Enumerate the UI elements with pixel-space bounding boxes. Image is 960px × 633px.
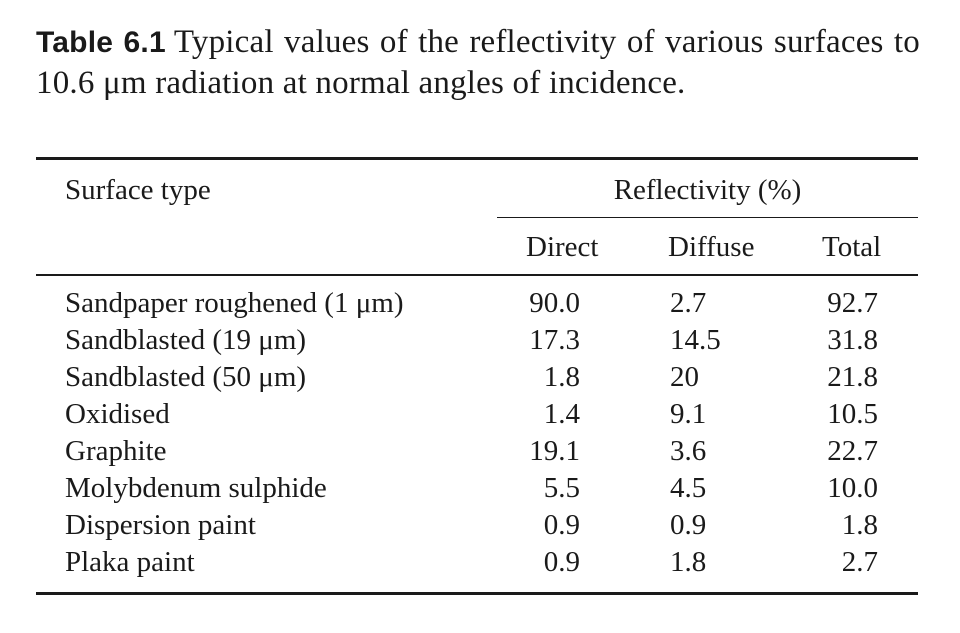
top-rule	[36, 157, 918, 160]
table-row: Dispersion paint 0.9 0.9 1.8	[0, 507, 960, 544]
cell-total: 10.5	[827, 398, 878, 430]
table-row: Oxidised 1.4 9.1 10.5	[0, 396, 960, 433]
table-row: Plaka paint 0.9 1.8 2.7	[0, 544, 960, 581]
table-row: Sandblasted (50 μm) 1.8 20 21.8	[0, 359, 960, 396]
cell-total: 21.8	[827, 361, 878, 393]
cell-diffuse: 0.9	[670, 509, 707, 541]
table-row: Sandpaper roughened (1 μm) 90.0 2.7 92.7	[0, 285, 960, 322]
cell-total: 10.0	[827, 472, 878, 504]
cell-surface: Molybdenum sulphide	[65, 472, 327, 504]
bottom-rule	[36, 592, 918, 595]
cell-diffuse: 9.1	[670, 398, 707, 430]
cell-surface: Graphite	[65, 435, 167, 467]
cell-surface: Sandpaper roughened (1 μm)	[65, 287, 404, 319]
cell-total: 22.7	[827, 435, 878, 467]
cell-direct: 1.8	[543, 361, 580, 393]
cell-total: 2.7	[841, 546, 878, 578]
cell-diffuse: 4.5	[670, 472, 707, 504]
cell-direct: 0.9	[543, 546, 580, 578]
cell-total: 1.8	[841, 509, 878, 541]
cell-direct: 17.3	[529, 324, 580, 356]
cell-direct: 0.9	[543, 509, 580, 541]
cell-surface: Sandblasted (19 μm)	[65, 324, 307, 356]
header-direct: Direct	[526, 231, 599, 263]
cell-direct: 1.4	[543, 398, 580, 430]
cell-direct: 90.0	[529, 287, 580, 319]
cell-diffuse: 3.6	[670, 435, 707, 467]
cell-surface: Dispersion paint	[65, 509, 256, 541]
cell-total: 92.7	[827, 287, 878, 319]
table-row: Graphite 19.1 3.6 22.7	[0, 433, 960, 470]
table-row: Molybdenum sulphide 5.5 4.5 10.0	[0, 470, 960, 507]
table-caption: Table 6.1 Typical values of the reflectiv…	[36, 22, 920, 104]
table-body: Sandpaper roughened (1 μm) 90.0 2.7 92.7…	[0, 285, 960, 581]
cell-surface: Plaka paint	[65, 546, 195, 578]
table-label: Table 6.1	[36, 26, 166, 59]
cell-total: 31.8	[827, 324, 878, 356]
cell-diffuse: 2.7	[670, 287, 707, 319]
cell-surface: Oxidised	[65, 398, 170, 430]
cell-surface: Sandblasted (50 μm)	[65, 361, 307, 393]
cell-direct: 19.1	[529, 435, 580, 467]
cell-diffuse: 1.8	[670, 546, 707, 578]
header-reflectivity: Reflectivity (%)	[613, 174, 802, 206]
cell-diffuse: 14.5	[670, 324, 721, 356]
caption-text: Typical values of the reflectivity of va…	[36, 24, 920, 101]
cell-direct: 5.5	[543, 472, 580, 504]
header-total: Total	[822, 231, 882, 263]
header-rule	[36, 274, 918, 276]
header-diffuse: Diffuse	[668, 231, 755, 263]
header-span-rule	[497, 217, 918, 218]
cell-diffuse: 20	[670, 361, 699, 393]
header-surface-type: Surface type	[65, 174, 211, 206]
table-row: Sandblasted (19 μm) 17.3 14.5 31.8	[0, 322, 960, 359]
